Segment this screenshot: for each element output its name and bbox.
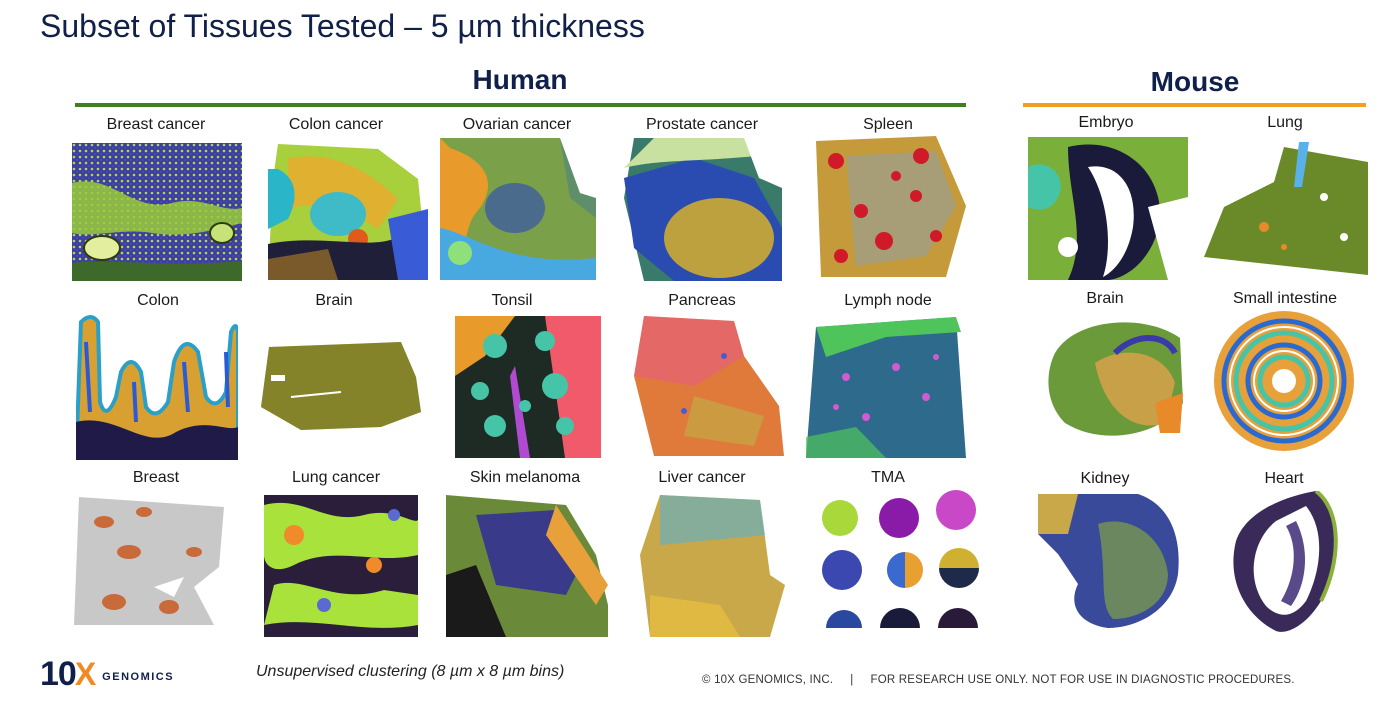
tile-label-breast: Breast bbox=[132, 469, 180, 486]
copyright-line: © 10X GENOMICS, INC. | FOR RESEARCH USE … bbox=[702, 674, 1295, 686]
tile-label-pancreas: Pancreas bbox=[668, 292, 736, 309]
tile-label-kidney: Kidney bbox=[1080, 470, 1130, 487]
tile-label-heart: Heart bbox=[1264, 470, 1304, 487]
tissue-image-embryo bbox=[1028, 137, 1188, 280]
tissue-image-small-intestine bbox=[1212, 309, 1356, 453]
tile-label-skin-melanoma: Skin melanoma bbox=[469, 469, 581, 486]
human-heading: Human bbox=[472, 64, 568, 95]
tissue-image-colon bbox=[76, 312, 238, 460]
tissue-image-ovarian-cancer bbox=[440, 138, 596, 280]
tissue-image-skin-melanoma bbox=[446, 495, 608, 637]
tile-label-colon: Colon bbox=[137, 292, 179, 309]
footer-note: Unsupervised clustering (8 µm x 8 µm bin… bbox=[256, 663, 565, 680]
logo-x: X bbox=[74, 655, 97, 692]
tile-label-embryo: Embryo bbox=[1078, 114, 1134, 131]
page-title: Subset of Tissues Tested – 5 µm thicknes… bbox=[40, 8, 645, 44]
tissue-image-brain-human bbox=[261, 337, 421, 430]
tissue-image-breast bbox=[74, 497, 224, 625]
tile-label-tma: TMA bbox=[871, 469, 905, 486]
tile-label-tonsil: Tonsil bbox=[491, 292, 533, 309]
human-divider bbox=[75, 103, 966, 107]
tissue-image-tonsil bbox=[455, 316, 601, 458]
logo-wordmark: GENOMICS bbox=[102, 671, 175, 683]
tile-label-lung: Lung bbox=[1267, 114, 1303, 131]
tissue-image-breast-cancer bbox=[72, 143, 242, 281]
tile-label-spleen: Spleen bbox=[863, 116, 913, 133]
tile-label-lymph-node: Lymph node bbox=[844, 292, 932, 309]
company-logo: 10 X GENOMICS bbox=[40, 654, 175, 693]
tile-label-brain-mouse: Brain bbox=[1086, 290, 1124, 307]
tile-label-prostate-cancer: Prostate cancer bbox=[645, 116, 759, 133]
tissue-image-lymph-node bbox=[806, 317, 966, 458]
tissue-image-spleen bbox=[816, 136, 966, 277]
logo-number: 10 bbox=[40, 654, 77, 693]
tissue-image-colon-cancer bbox=[268, 139, 428, 280]
tissue-image-heart bbox=[1226, 491, 1342, 635]
tissue-image-pancreas bbox=[634, 316, 784, 456]
tile-label-small-intestine: Small intestine bbox=[1232, 290, 1338, 307]
tissue-image-lung-mouse bbox=[1204, 137, 1368, 275]
tile-label-liver-cancer: Liver cancer bbox=[658, 469, 746, 486]
tissue-image-liver-cancer bbox=[640, 495, 785, 637]
tissue-image-brain-mouse bbox=[1045, 313, 1185, 448]
tile-label-breast-cancer: Breast cancer bbox=[106, 116, 206, 133]
tile-label-lung-cancer: Lung cancer bbox=[291, 469, 381, 486]
tissue-image-lung-cancer bbox=[264, 495, 418, 637]
mouse-divider bbox=[1023, 103, 1366, 107]
tissue-image-prostate-cancer bbox=[624, 138, 782, 281]
tissue-image-tma bbox=[818, 488, 984, 630]
tile-label-colon-cancer: Colon cancer bbox=[288, 116, 384, 133]
mouse-heading: Mouse bbox=[1150, 66, 1240, 97]
tile-label-brain-human: Brain bbox=[315, 292, 353, 309]
tile-label-ovarian-cancer: Ovarian cancer bbox=[462, 116, 572, 133]
tissue-image-kidney bbox=[1038, 494, 1182, 628]
